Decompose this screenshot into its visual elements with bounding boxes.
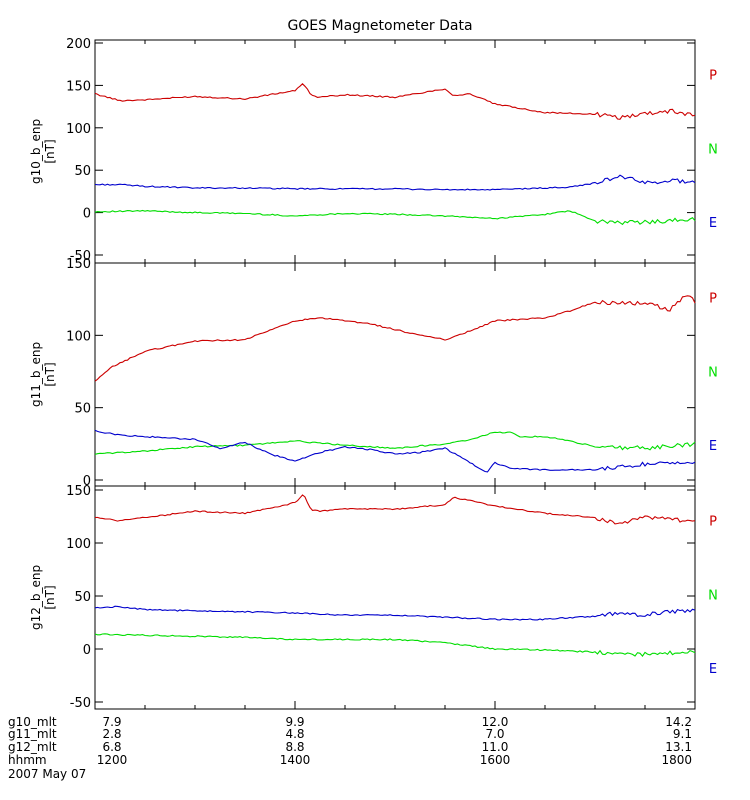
x-row-label: g12_mlt <box>8 740 57 754</box>
y-tick-label: 100 <box>66 122 91 137</box>
x-tick-value: 6.8 <box>102 740 121 754</box>
y-axis-unit: [nT] <box>43 139 57 163</box>
series-line-e <box>94 174 696 191</box>
x-tick-value: 9.1 <box>673 727 692 741</box>
x-tick-value: 1800 <box>661 753 692 767</box>
series-line-n <box>94 431 696 455</box>
legend-label-e: E <box>709 439 717 454</box>
y-tick-label: 100 <box>66 329 91 344</box>
y-tick-label: -50 <box>70 249 91 264</box>
y-axis-unit: [nT] <box>43 362 57 386</box>
series-line-p <box>94 295 696 382</box>
x-tick-value: 7.9 <box>102 715 121 729</box>
panel-1: -50 0 50 100 150 200 g10_b_enp [nT] P N E <box>29 37 718 264</box>
panel-frame <box>94 39 696 264</box>
series-line-e <box>94 429 696 473</box>
panel-frame <box>94 262 696 487</box>
x-tick-value: 1200 <box>97 753 128 767</box>
panel-2: 0 50 100 150 g11_b_enp [nT] P N E <box>29 257 718 489</box>
y-tick-label: 150 <box>66 257 91 272</box>
y-tick-label: 50 <box>74 164 91 179</box>
x-tick-value: 1600 <box>480 753 511 767</box>
x-tick-value: 8.8 <box>285 740 304 754</box>
x-tick-value: 11.0 <box>482 740 509 754</box>
legend-label-n: N <box>708 365 718 380</box>
date-label: 2007 May 07 <box>8 767 86 781</box>
y-tick-label: 200 <box>66 37 91 52</box>
legend-label-e: E <box>709 216 717 231</box>
y-axis-label: g12_b_enp <box>29 565 43 630</box>
legend-label-p: P <box>709 292 717 307</box>
x-row-label: hhmm <box>8 753 47 767</box>
x-tick-value: 7.0 <box>485 727 504 741</box>
y-tick-label: 100 <box>66 537 91 552</box>
legend-label-n: N <box>708 142 718 157</box>
series-line-e <box>94 605 696 621</box>
x-tick-value: 14.2 <box>665 715 692 729</box>
y-tick-label: 50 <box>74 590 91 605</box>
y-tick-label: -50 <box>70 696 91 711</box>
x-tick-value: 1400 <box>280 753 311 767</box>
series-line-p <box>94 494 696 525</box>
panel-frame <box>94 485 696 710</box>
series-line-n <box>94 633 696 657</box>
legend-label-p: P <box>709 515 717 530</box>
x-row-label: g11_mlt <box>8 727 57 741</box>
y-axis-label: g10_b_enp <box>29 119 43 184</box>
x-tick-value: 4.8 <box>285 727 304 741</box>
x-tick-value: 12.0 <box>482 715 509 729</box>
x-row-label: g10_mlt <box>8 715 57 729</box>
chart-title: GOES Magnetometer Data <box>287 18 472 34</box>
legend-label-n: N <box>708 588 718 603</box>
y-tick-label: 150 <box>66 484 91 499</box>
legend-label-p: P <box>709 69 717 84</box>
x-tick-value: 9.9 <box>285 715 304 729</box>
y-tick-label: 0 <box>83 474 91 489</box>
y-tick-label: 0 <box>83 643 91 658</box>
x-tick-value: 2.8 <box>102 727 121 741</box>
series-line-n <box>94 209 696 226</box>
y-tick-label: 0 <box>83 207 91 222</box>
y-axis-label: g11_b_enp <box>29 342 43 407</box>
legend-label-e: E <box>709 662 717 677</box>
y-tick-label: 150 <box>66 79 91 94</box>
y-axis-unit: [nT] <box>43 585 57 609</box>
y-tick-label: 50 <box>74 402 91 417</box>
panel-3: -50 0 50 100 150 g12_b_enp [nT] P N E <box>29 484 718 711</box>
x-tick-value: 13.1 <box>665 740 692 754</box>
series-line-p <box>94 83 696 120</box>
